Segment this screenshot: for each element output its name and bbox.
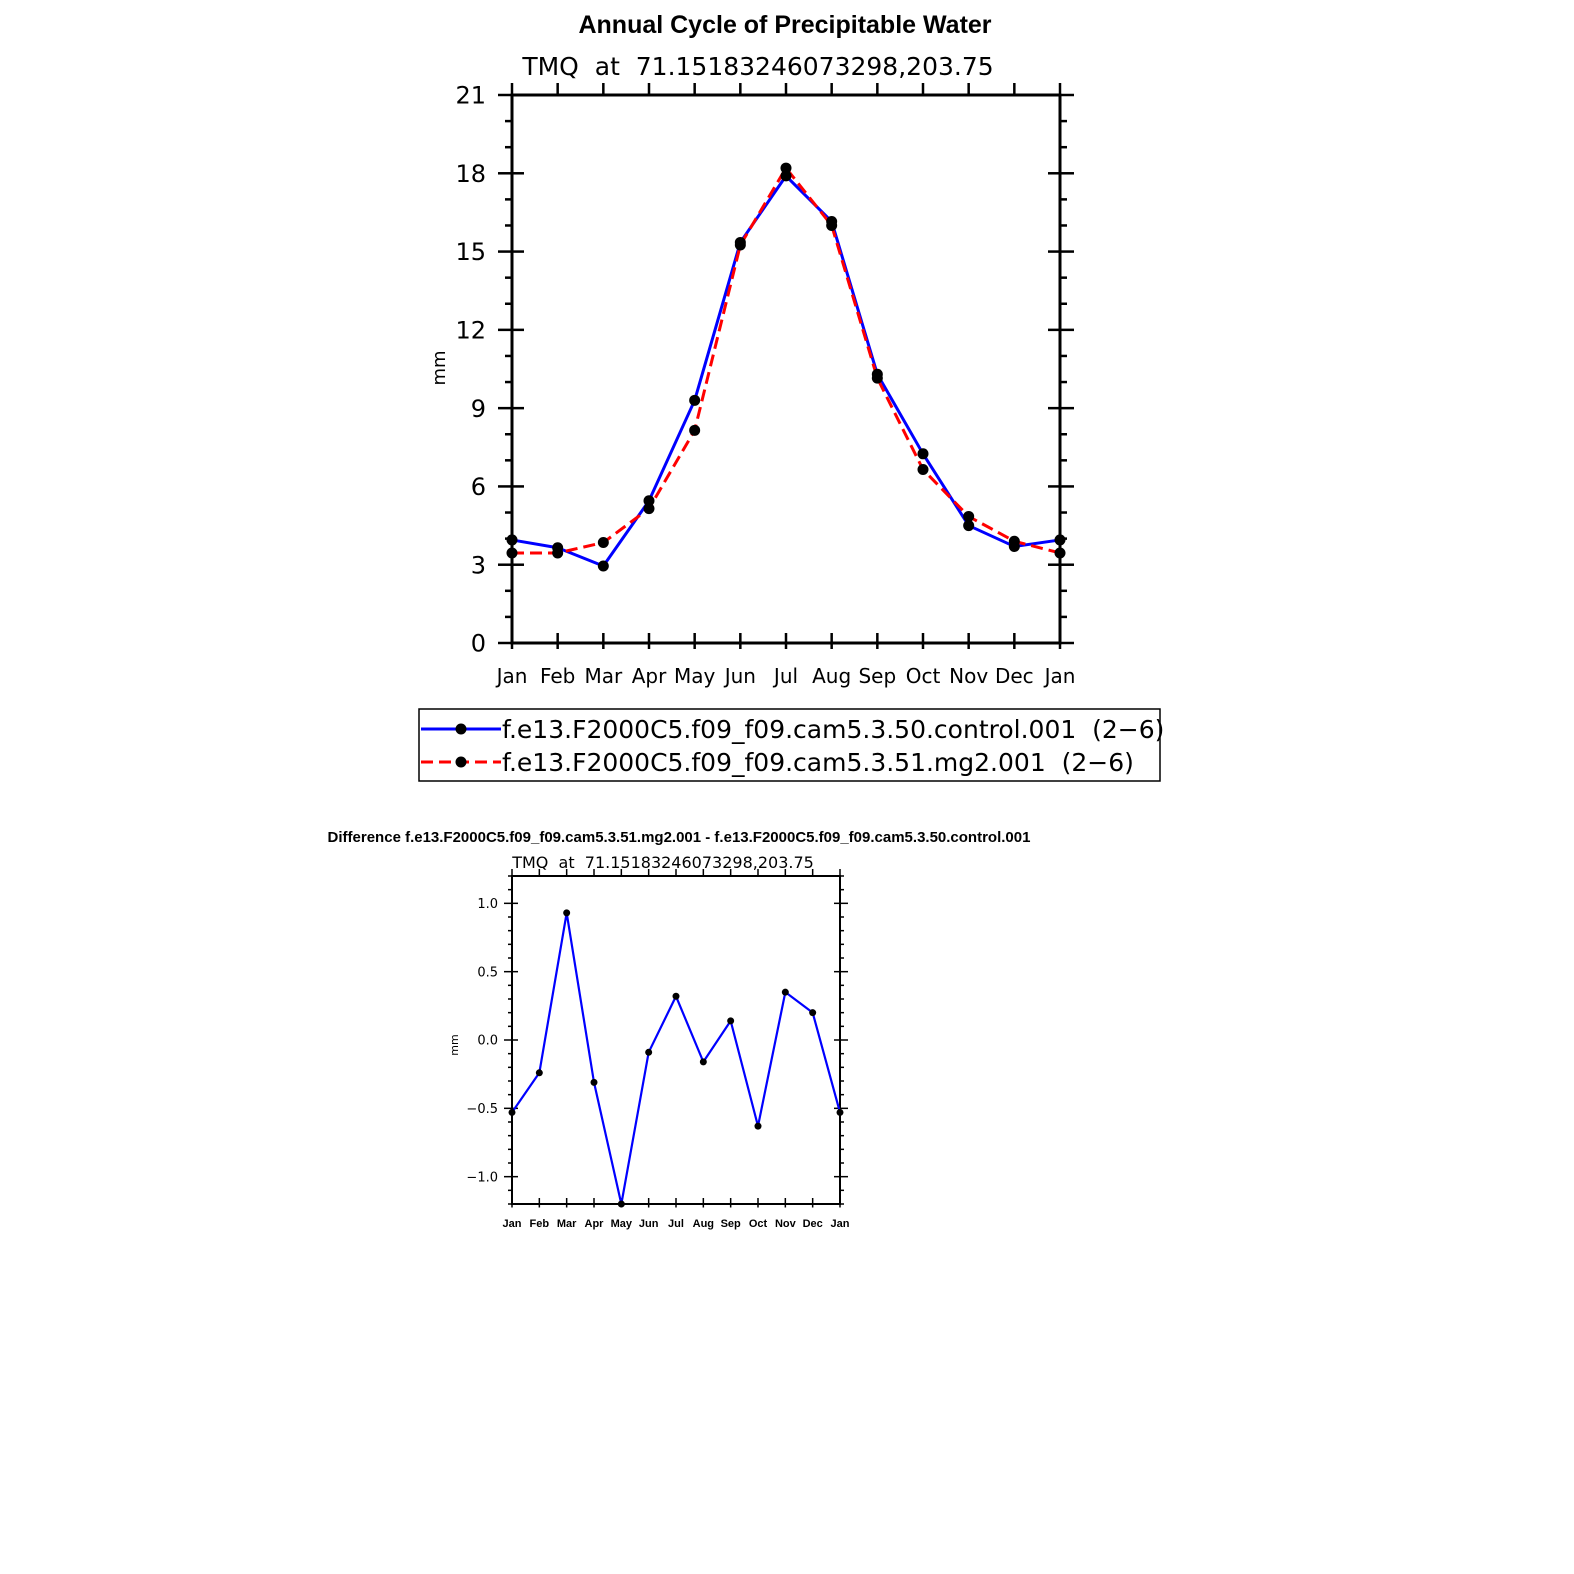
top-ytick-label: 15 [455, 238, 486, 266]
top-chart-ylabel: mm [429, 350, 450, 385]
legend-label-control: f.e13.F2000C5.f09_f09.cam5.3.50.control.… [502, 715, 1164, 744]
diff-xtick-label: Jan [831, 1218, 850, 1230]
diff-ytick-label: −1.0 [466, 1170, 498, 1185]
top-series-point-0 [506, 534, 518, 546]
top-ytick-label: 3 [471, 551, 486, 579]
top-xtick-label: Mar [584, 664, 623, 688]
diff-series-point-0 [645, 1048, 653, 1056]
top-ytick-label: 9 [471, 395, 486, 423]
top-xtick-label: Nov [949, 664, 988, 688]
diff-series-point-0 [535, 1069, 543, 1077]
top-series-point-1 [734, 239, 746, 251]
legend-marker-control [455, 723, 467, 735]
top-ytick-label: 12 [455, 316, 486, 344]
diff-xtick-label: Feb [530, 1218, 550, 1230]
top-chart-legend: f.e13.F2000C5.f09_f09.cam5.3.50.control.… [418, 708, 1164, 782]
top-series-point-0 [780, 170, 792, 182]
top-ytick-label: 6 [471, 473, 486, 501]
top-xtick-label: Dec [995, 664, 1034, 688]
top-series-point-0 [597, 560, 609, 572]
diff-xtick-label: Oct [749, 1218, 768, 1230]
diff-xtick-label: Jan [503, 1218, 522, 1230]
diff-xtick-label: Jun [639, 1218, 659, 1230]
top-series-point-1 [689, 424, 701, 436]
diff-series-point-0 [809, 1009, 817, 1017]
top-series-point-1 [1008, 535, 1020, 547]
top-xtick-label: Feb [540, 664, 575, 688]
top-series-point-1 [871, 372, 883, 384]
top-ytick-label: 21 [455, 82, 486, 110]
top-xtick-label: Jun [723, 664, 756, 688]
diff-ytick-label: 0.0 [477, 1034, 498, 1049]
top-series-point-0 [1054, 534, 1066, 546]
diff-series-point-0 [563, 909, 571, 917]
diff-series-point-0 [781, 988, 789, 996]
top-series-point-1 [597, 537, 609, 549]
diff-title: Difference f.e13.F2000C5.f09_f09.cam5.3.… [328, 829, 1031, 846]
top-chart-plot: Jan Feb Mar Apr May Jun Jul Aug Sep Oct Nov Dec Jan 0… [455, 82, 1075, 688]
top-series-point-1 [963, 510, 975, 522]
top-series-point-1 [1054, 547, 1066, 559]
top-series-line-0 [511, 174, 1061, 568]
top-ytick-label: 0 [471, 630, 486, 658]
diff-chart-subtitle: TMQ at 71.15183246073298,203.75 [511, 853, 814, 872]
legend-entry-mg2: f.e13.F2000C5.f09_f09.cam5.3.51.mg2.001 … [421, 748, 1134, 777]
legend-marker-mg2 [455, 756, 467, 768]
top-xtick-label: Oct [906, 664, 941, 688]
legend-entry-control: f.e13.F2000C5.f09_f09.cam5.3.50.control.… [421, 715, 1164, 744]
top-xtick-label: May [674, 664, 716, 688]
diff-series-point-0 [699, 1058, 707, 1066]
diff-series-point-0 [754, 1122, 762, 1130]
diff-ytick-label: 0.5 [477, 965, 498, 980]
diff-series-point-0 [508, 1108, 516, 1116]
diff-series-line-0 [511, 911, 842, 1206]
diff-frame [511, 875, 841, 1205]
top-series-line-1 [512, 166, 1061, 555]
diff-xtick-label: Apr [585, 1218, 605, 1230]
diff-xtick-label: Jul [668, 1218, 684, 1230]
diff-chart-plot: Jan Feb Mar Apr May Jun Jul Aug Sep Oct Nov Dec Jan −… [466, 869, 850, 1230]
diff-xtick-label: Aug [693, 1218, 714, 1230]
top-series-point-0 [643, 495, 655, 507]
top-xtick-label: Apr [632, 664, 667, 688]
diff-xtick-label: Dec [803, 1218, 823, 1230]
diff-chart-ylabel: mm [448, 1034, 461, 1055]
legend-frame [418, 708, 1161, 782]
diff-xtick-label: Sep [721, 1218, 741, 1230]
diff-series-point-0 [727, 1017, 735, 1025]
top-series-point-1 [780, 162, 792, 174]
top-series-point-1 [826, 219, 838, 231]
diff-series-point-0 [836, 1108, 844, 1116]
top-xtick-label: Jul [772, 664, 798, 688]
top-series-point-0 [963, 520, 975, 532]
top-xtick-label: Sep [858, 664, 896, 688]
top-chart-subtitle: TMQ at 71.15183246073298,203.75 [521, 52, 993, 81]
diff-series-point-0 [590, 1078, 598, 1086]
top-series-point-1 [917, 463, 929, 475]
top-series-point-0 [917, 448, 929, 460]
diff-series-point-0 [672, 992, 680, 1000]
top-series-point-1 [643, 503, 655, 515]
top-xtick-label: Jan [1043, 664, 1076, 688]
diff-ytick-label: 1.0 [477, 897, 498, 912]
diff-xtick-label: Nov [775, 1218, 797, 1230]
top-series-point-0 [689, 394, 701, 406]
legend-label-mg2: f.e13.F2000C5.f09_f09.cam5.3.51.mg2.001 … [502, 748, 1134, 777]
diff-xtick-label: Mar [557, 1218, 577, 1230]
top-series-point-1 [506, 547, 518, 559]
top-series-point-1 [552, 547, 564, 559]
diff-ytick-label: −0.5 [466, 1102, 498, 1117]
diff-xtick-label: May [611, 1218, 633, 1230]
top-xtick-label: Aug [812, 664, 851, 688]
top-xtick-label: Jan [495, 664, 528, 688]
main-title: Annual Cycle of Precipitable Water [578, 11, 991, 39]
diff-series-point-0 [617, 1200, 625, 1208]
top-ytick-label: 18 [455, 160, 486, 188]
